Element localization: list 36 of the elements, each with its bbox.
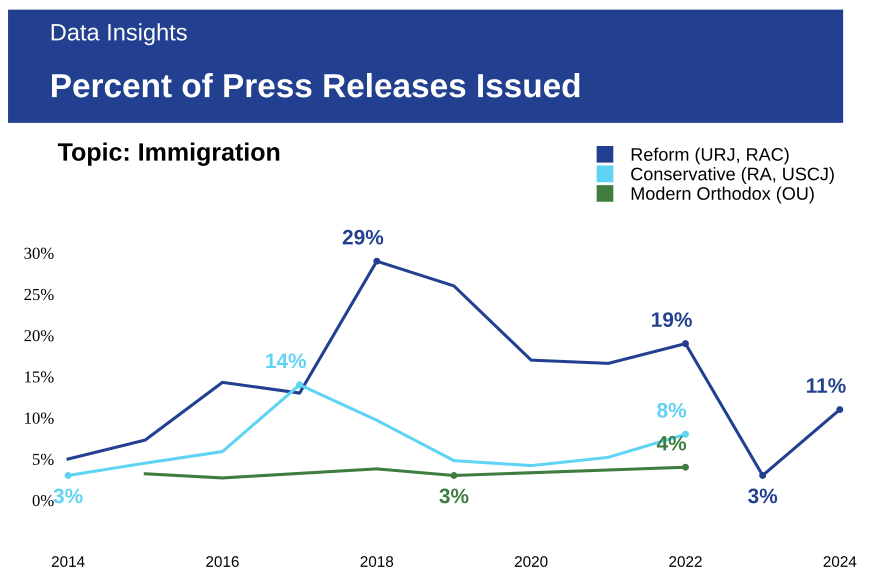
- data-label: 3%: [748, 488, 778, 504]
- legend-label: Conservative (RA, USCJ): [631, 167, 834, 184]
- y-tick-label: 20%: [24, 330, 54, 342]
- chart-title: Percent of Press Releases Issued: [52, 72, 580, 98]
- text: Data Insights: [52, 23, 187, 46]
- point: [682, 340, 689, 348]
- y-tick-label: 25%: [24, 288, 54, 300]
- data-label: 3%: [439, 488, 468, 504]
- y-tick-label: 0%: [32, 494, 54, 506]
- data-label: 14%: [266, 353, 306, 368]
- x-tick-label: 2020: [514, 556, 548, 567]
- point: [64, 472, 72, 479]
- chart-subtitle: Topic: Immigration: [58, 142, 280, 166]
- point: [296, 381, 304, 388]
- point: [836, 406, 844, 414]
- y-tick-label: 10%: [25, 412, 54, 424]
- legend-label: Reform (URJ, RAC): [632, 148, 789, 164]
- data-label: 29%: [342, 230, 384, 245]
- legend-label: Modern Orthodox (OU): [632, 186, 814, 204]
- y-tick-label: 5%: [32, 454, 54, 465]
- data-label: 8%: [657, 402, 686, 418]
- point: [759, 472, 766, 479]
- y-tick-label: 30%: [24, 248, 54, 259]
- y-tick-label: 15%: [25, 371, 54, 383]
- x-tick-label: 2018: [360, 556, 394, 567]
- x-tick-label: 2022: [669, 556, 702, 567]
- x-tick-label: 2024: [824, 556, 856, 567]
- data-label: 3%: [54, 488, 83, 504]
- data-label: 19%: [652, 312, 692, 327]
- point: [373, 258, 380, 265]
- point: [450, 472, 458, 479]
- data-label: 4%: [656, 436, 686, 451]
- x-tick-label: 2016: [206, 556, 239, 567]
- point: [682, 464, 689, 471]
- data-label: 11%: [806, 378, 846, 393]
- x-tick-label: 2014: [52, 556, 85, 567]
